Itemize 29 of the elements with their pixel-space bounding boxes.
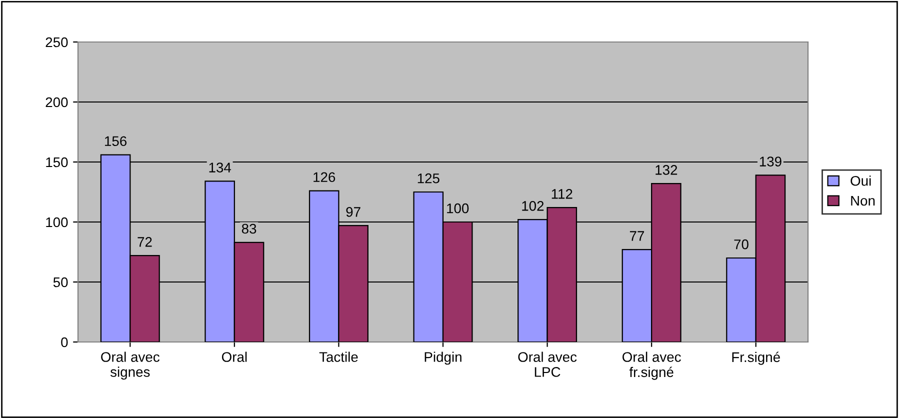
x-tick-label: Oral avec fr.signé xyxy=(622,352,681,380)
y-tick-label: 100 xyxy=(46,217,68,228)
data-label: 102 xyxy=(522,201,544,211)
data-label: 112 xyxy=(552,189,572,199)
y-tick-label: 50 xyxy=(53,277,68,288)
x-tick-label: Oral avec signes xyxy=(101,352,160,380)
x-tick-label: Tactile xyxy=(319,352,358,362)
data-label: 70 xyxy=(734,239,748,250)
x-tick-label: Fr.signé xyxy=(732,352,780,365)
y-tick-label: 250 xyxy=(46,37,68,48)
data-label: 134 xyxy=(209,162,232,172)
y-tick-label: 0 xyxy=(61,337,68,348)
data-label: 139 xyxy=(760,156,782,166)
legend-label: Non xyxy=(851,196,875,206)
data-label: 126 xyxy=(314,172,336,182)
data-label: 83 xyxy=(242,224,256,234)
data-label: 132 xyxy=(656,165,678,175)
x-tick-label: Oral xyxy=(222,352,247,362)
data-label: 100 xyxy=(447,203,469,214)
y-tick-label: 200 xyxy=(46,97,68,108)
x-tick-label: Pidgin xyxy=(424,352,462,365)
data-label: 97 xyxy=(346,207,360,217)
data-label: 125 xyxy=(418,173,440,184)
data-label: 77 xyxy=(630,231,644,241)
x-tick-label: Oral avec LPC xyxy=(518,352,577,377)
y-tick-label: 150 xyxy=(46,157,68,168)
legend-label: Oui xyxy=(850,176,871,186)
data-label: 156 xyxy=(105,136,127,146)
data-label: 72 xyxy=(138,237,152,247)
